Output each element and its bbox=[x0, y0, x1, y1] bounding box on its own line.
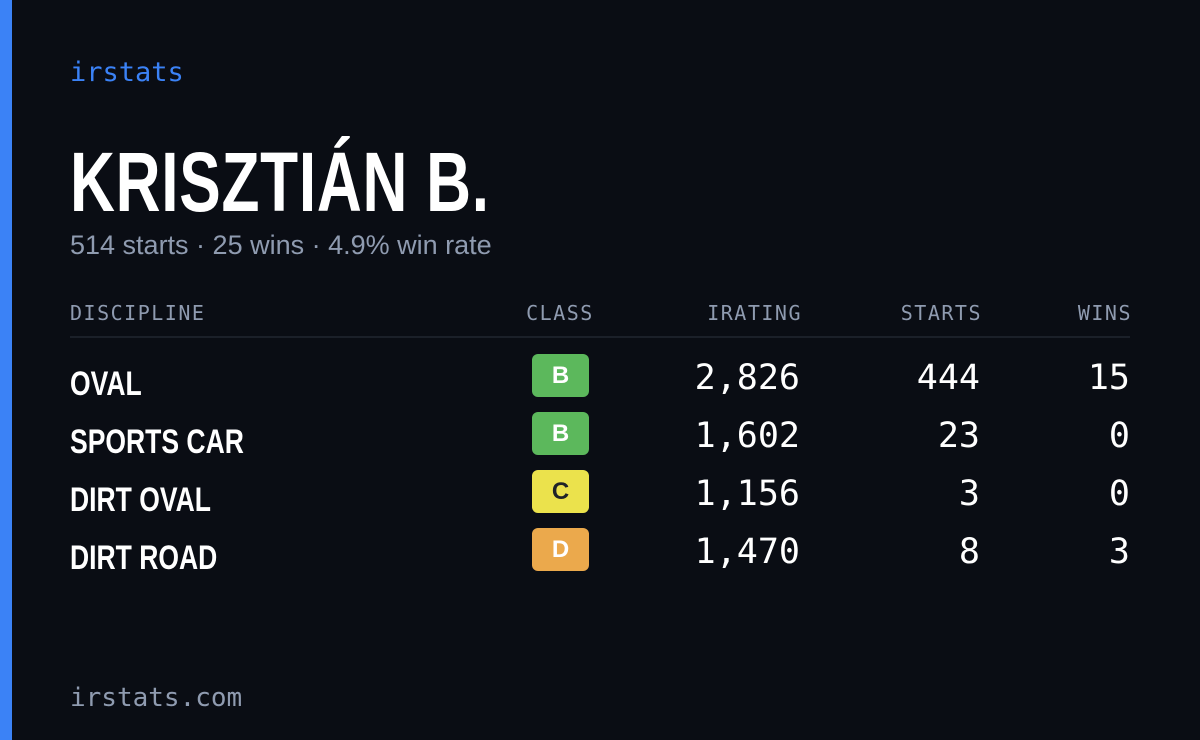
discipline: DIRT ROAD bbox=[70, 539, 218, 577]
irating: 1,156 bbox=[694, 474, 800, 514]
wins: 0 bbox=[1108, 416, 1130, 456]
column-header: CLASS bbox=[526, 301, 594, 325]
discipline: DIRT OVAL bbox=[70, 481, 211, 519]
irating: 1,602 bbox=[694, 416, 800, 456]
column-header: IRATING bbox=[707, 301, 802, 325]
starts: 3 bbox=[958, 474, 980, 514]
discipline: SPORTS CAR bbox=[70, 423, 244, 461]
class-badge: D bbox=[532, 528, 589, 571]
brand: irstats bbox=[70, 57, 184, 88]
column-header: WINS bbox=[1077, 301, 1132, 325]
driver-name: KRISZTIÁN B. bbox=[70, 135, 490, 229]
class-badge: B bbox=[532, 354, 589, 397]
class-badge: B bbox=[532, 412, 589, 455]
starts: 444 bbox=[916, 358, 980, 398]
wins: 15 bbox=[1087, 358, 1130, 398]
column-header: DISCIPLINE bbox=[70, 301, 206, 325]
summary: 514 starts · 25 wins · 4.9% win rate bbox=[70, 230, 492, 260]
wins: 0 bbox=[1108, 474, 1130, 514]
column-header: STARTS bbox=[900, 301, 982, 325]
header-rule bbox=[70, 336, 1130, 338]
starts: 8 bbox=[958, 532, 980, 572]
discipline: OVAL bbox=[70, 365, 142, 403]
wins: 3 bbox=[1108, 532, 1130, 572]
irating: 1,470 bbox=[694, 532, 800, 572]
accent-bar bbox=[0, 0, 12, 740]
footer-url: irstats.com bbox=[70, 683, 243, 713]
starts: 23 bbox=[937, 416, 980, 456]
class-badge: C bbox=[532, 470, 589, 513]
irating: 2,826 bbox=[694, 358, 800, 398]
